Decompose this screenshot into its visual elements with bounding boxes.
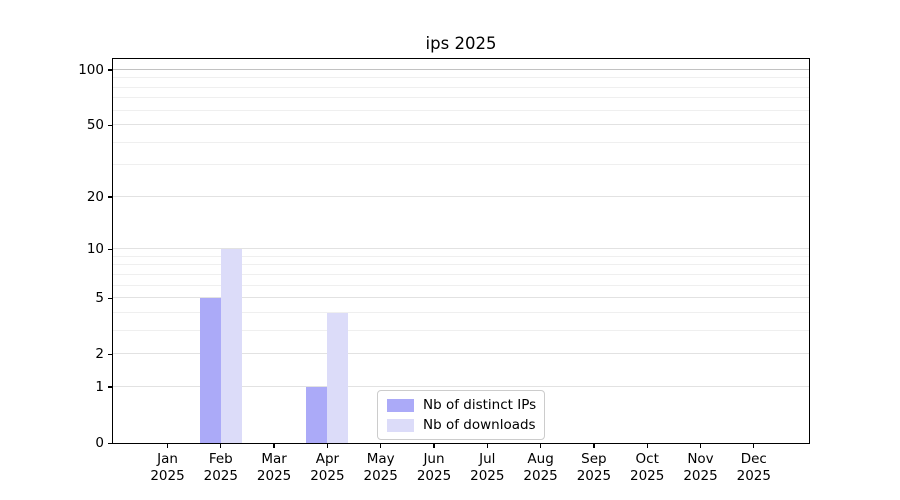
y-tick-mark	[108, 248, 112, 251]
x-tick-label-mar: Mar 2025	[256, 451, 292, 484]
gridline-minor	[113, 284, 809, 286]
x-tick-mark	[273, 444, 275, 448]
legend-swatch-downloads	[387, 418, 414, 432]
bar-nb-of-downloads-apr	[327, 312, 349, 443]
x-tick-mark	[646, 444, 648, 448]
gridline-minor	[113, 164, 809, 166]
x-tick-mark	[486, 444, 488, 448]
gridline-minor	[113, 86, 809, 88]
x-tick-mark	[380, 444, 382, 448]
gridline-minor	[113, 329, 809, 331]
y-tick-label: 100	[78, 61, 104, 78]
plot-area: Nb of distinct IPs Nb of downloads	[112, 58, 810, 444]
x-tick-mark	[753, 444, 755, 448]
y-tick-mark	[108, 69, 112, 71]
x-tick-label-aug: Aug 2025	[523, 451, 558, 484]
gridline-major	[113, 353, 809, 355]
x-tick-label-nov: Nov 2025	[683, 451, 718, 484]
gridline-minor	[113, 141, 809, 143]
x-tick-mark	[166, 444, 169, 448]
bar-nb-of-distinct-ips-apr	[306, 386, 328, 443]
gridline-minor	[113, 109, 809, 111]
y-tick-label: 50	[86, 117, 104, 134]
x-tick-label-apr: Apr 2025	[310, 451, 345, 484]
y-tick-label: 5	[95, 290, 104, 307]
gridline-minor	[113, 255, 809, 257]
y-tick-mark	[108, 297, 112, 300]
bar-nb-of-distinct-ips-feb	[199, 298, 221, 443]
gridline-major	[113, 124, 809, 126]
legend-swatch-distinct-ips	[387, 398, 414, 412]
y-tick-mark	[108, 386, 112, 388]
y-tick-label: 1	[95, 378, 104, 395]
x-tick-label-may: May 2025	[363, 451, 398, 484]
gridline-major	[113, 297, 809, 299]
legend-item-distinct-ips: Nb of distinct IPs	[387, 397, 537, 413]
x-tick-mark	[220, 444, 222, 448]
x-tick-mark	[326, 444, 329, 448]
gridline-minor	[113, 311, 809, 313]
gridline-minor	[113, 273, 809, 275]
x-tick-label-jul: Jul 2025	[470, 451, 505, 484]
gridline-major	[113, 385, 809, 387]
x-tick-mark	[593, 444, 595, 448]
x-tick-label-feb: Feb 2025	[203, 451, 238, 484]
y-tick-mark	[108, 124, 112, 127]
x-tick-label-dec: Dec 2025	[736, 451, 771, 484]
y-tick-label: 2	[95, 346, 104, 363]
gridline-minor	[113, 264, 809, 266]
x-tick-label-sep: Sep 2025	[576, 451, 612, 484]
y-tick-mark	[108, 442, 112, 444]
y-tick-mark	[108, 353, 112, 356]
x-tick-label-oct: Oct 2025	[630, 451, 665, 484]
y-tick-label: 10	[86, 241, 104, 258]
gridline-major	[113, 68, 809, 70]
y-tick-label: 20	[86, 188, 104, 205]
gridline-major	[113, 248, 809, 250]
x-tick-mark	[539, 444, 542, 448]
x-tick-label-jun: Jun 2025	[416, 451, 452, 484]
legend: Nb of distinct IPs Nb of downloads	[377, 390, 545, 440]
x-tick-mark	[699, 444, 702, 448]
x-tick-mark	[433, 444, 435, 448]
legend-label-distinct-ips: Nb of distinct IPs	[423, 397, 537, 413]
y-tick-label: 0	[95, 435, 104, 451]
gridline-major	[113, 195, 809, 197]
chart-title: ips 2025	[425, 34, 497, 53]
gridline-minor	[113, 97, 809, 99]
legend-item-downloads: Nb of downloads	[387, 417, 536, 433]
legend-label-downloads: Nb of downloads	[423, 417, 536, 433]
gridline-minor	[113, 77, 809, 79]
y-tick-mark	[108, 196, 112, 198]
x-tick-label-jan: Jan 2025	[150, 451, 185, 484]
bar-nb-of-downloads-feb	[220, 249, 242, 443]
